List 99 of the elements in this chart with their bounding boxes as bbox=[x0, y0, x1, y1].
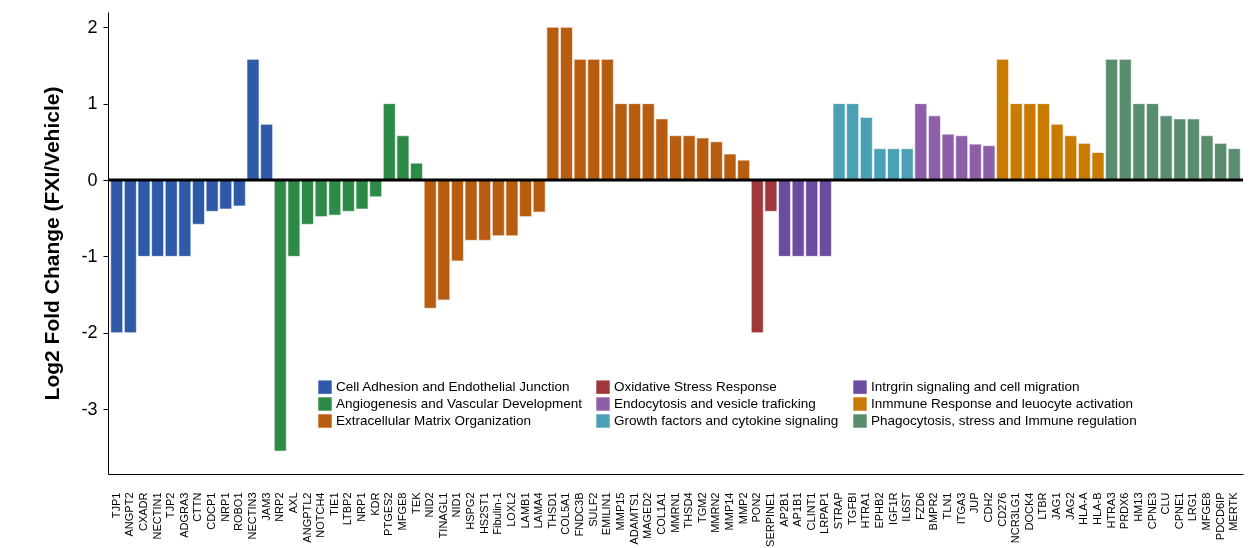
x-tick-label: COL5A1 bbox=[559, 492, 572, 535]
x-tick-label: TLN1 bbox=[941, 492, 954, 520]
x-tick-label: FZD6 bbox=[913, 492, 926, 520]
x-tick-label: PON2 bbox=[750, 492, 763, 523]
x-tick-label: LAMB1 bbox=[518, 492, 531, 529]
x-tick-label: NECTIN1 bbox=[150, 492, 163, 540]
legend-label: Growth factors and cytokine signaling bbox=[614, 413, 839, 428]
x-tick-label: NRP2 bbox=[273, 492, 286, 522]
x-tick-label: JAM3 bbox=[259, 492, 272, 521]
x-tick-label: CPNE3 bbox=[1145, 492, 1158, 530]
x-tick-label: LOXL2 bbox=[504, 492, 517, 527]
x-tick-label: HS2ST1 bbox=[477, 492, 490, 535]
x-tick-label: LTBP2 bbox=[341, 492, 354, 526]
x-tick-label: ADGRA3 bbox=[177, 492, 190, 538]
x-tick-label: TJP1 bbox=[109, 492, 122, 519]
x-tick-label: DOCK4 bbox=[1022, 492, 1035, 531]
legend-label: Angiogenesis and Vascular Development bbox=[336, 396, 583, 411]
x-tick-label: MAGED2 bbox=[641, 492, 654, 539]
x-tick-label: JAG1 bbox=[1050, 492, 1063, 521]
x-tick-label: EMILIN1 bbox=[600, 492, 613, 536]
x-tick-label: CDH2 bbox=[981, 492, 994, 523]
y-tick-label: 2 bbox=[87, 16, 98, 37]
x-tick-label: LTBR bbox=[1036, 492, 1049, 520]
x-tick-label: NCR3LG1 bbox=[1009, 492, 1022, 544]
legend-label: Extracellular Matrix Organization bbox=[336, 413, 532, 428]
x-tick-label: TINAGL1 bbox=[436, 492, 449, 539]
x-tick-label: Fibulin-1 bbox=[491, 492, 504, 535]
x-tick-label: PDCD6IP bbox=[1213, 492, 1226, 541]
x-tick-label: HTRA1 bbox=[859, 492, 872, 529]
x-tick-label: SERPINE1 bbox=[763, 492, 776, 547]
x-tick-label: TJP2 bbox=[164, 492, 177, 519]
x-tick-label: LRG1 bbox=[1186, 492, 1199, 522]
x-tick-label: EPHB2 bbox=[872, 492, 885, 529]
y-axis-title: Log2 Fold Change (FXI/Vehicle) bbox=[40, 86, 64, 401]
x-tick-label: COL1A1 bbox=[654, 492, 667, 535]
x-tick-label: JAG2 bbox=[1063, 492, 1076, 521]
x-tick-label: MMRN2 bbox=[709, 492, 722, 533]
x-tick-label: TIE1 bbox=[327, 492, 340, 516]
x-tick-label: IGF1R bbox=[886, 492, 899, 525]
x-tick-label: CLINT1 bbox=[804, 492, 817, 531]
x-tick-label: HLA-B bbox=[1090, 492, 1103, 525]
x-tick-label: CTTN bbox=[191, 492, 204, 522]
x-tick-label: MMRN1 bbox=[668, 492, 681, 533]
x-tick-label: NRP1 bbox=[218, 492, 231, 522]
x-tick-label: THSD4 bbox=[682, 492, 695, 529]
x-tick-label: PTGES2 bbox=[382, 492, 395, 536]
y-tick-label: -2 bbox=[81, 322, 98, 343]
legend-label: Oxidative Stress Response bbox=[614, 379, 777, 395]
x-tick-label: IL6ST bbox=[900, 492, 913, 522]
legend-label: Endocytosis and vesicle traficking bbox=[614, 396, 816, 411]
x-tick-label: MERTK bbox=[1227, 491, 1240, 531]
x-tick-label: CLU bbox=[1159, 492, 1172, 515]
x-tick-label: MMP2 bbox=[736, 492, 749, 525]
x-tick-label: MFGE8 bbox=[1200, 492, 1213, 531]
x-tick-label: CDCP1 bbox=[205, 492, 218, 530]
x-tick-label: NRP1 bbox=[355, 492, 368, 522]
x-tick-label: HSPG2 bbox=[464, 492, 477, 530]
x-tick-label: SULF2 bbox=[586, 492, 599, 527]
x-tick-label: JUP bbox=[968, 492, 981, 514]
y-tick-label: -3 bbox=[81, 398, 98, 419]
legend-label: Inmmune Response and leuocyte activation bbox=[871, 396, 1133, 411]
x-tick-label: ITGA3 bbox=[954, 492, 967, 525]
x-tick-label: TGFBI bbox=[845, 492, 858, 525]
legend-label: Cell Adhesion and Endothelial Junction bbox=[336, 379, 570, 395]
x-tick-label: HM13 bbox=[1131, 492, 1144, 522]
x-tick-label: AP2B1 bbox=[777, 492, 790, 527]
x-tick-label: MFGE8 bbox=[395, 492, 408, 531]
x-tick-label: HTRA3 bbox=[1104, 492, 1117, 529]
x-tick-label: MMP14 bbox=[723, 492, 736, 531]
x-tick-label: KDR bbox=[368, 492, 381, 516]
x-tick-label: MMP15 bbox=[613, 492, 626, 531]
x-tick-label: AP1B1 bbox=[791, 492, 804, 527]
x-tick-label: TGM2 bbox=[695, 492, 708, 524]
x-tick-label: ANGPTL2 bbox=[300, 492, 313, 543]
x-tick-label: ROBO1 bbox=[232, 492, 245, 532]
y-tick-label: -1 bbox=[81, 245, 98, 266]
x-tick-label: NID1 bbox=[450, 492, 463, 518]
x-tick-label: NOTCH4 bbox=[314, 492, 327, 538]
x-tick-label: CXADR bbox=[136, 492, 149, 532]
x-tick-label: CD276 bbox=[995, 492, 1008, 527]
legend-label: Phagocytosis, stress and Immune regulation bbox=[871, 413, 1137, 428]
y-tick-label: 0 bbox=[87, 169, 98, 190]
x-tick-label: CPNE1 bbox=[1172, 492, 1185, 530]
x-tick-label: HLA-A bbox=[1077, 491, 1090, 525]
x-tick-label: FNDC3B bbox=[573, 492, 586, 537]
x-tick-label: ANGPT2 bbox=[123, 492, 136, 537]
x-tick-label: STRAP bbox=[832, 492, 845, 530]
x-tick-label: THSD1 bbox=[545, 492, 558, 529]
x-tick-label: AXL bbox=[286, 492, 299, 514]
x-tick-label: PRDX6 bbox=[1118, 492, 1131, 530]
x-tick-label: LAMA4 bbox=[532, 492, 545, 529]
x-tick-label: ADAMTS1 bbox=[627, 492, 640, 545]
y-tick-label: 1 bbox=[87, 93, 98, 114]
x-tick-label: NID2 bbox=[423, 492, 436, 518]
x-tick-label: BMPR2 bbox=[927, 492, 940, 531]
x-tick-label: TEK bbox=[409, 491, 422, 514]
legend-label: Intrgrin signaling and cell migration bbox=[871, 379, 1080, 395]
x-tick-label: NECTIN3 bbox=[246, 492, 259, 540]
x-tick-label: LRPAP1 bbox=[818, 492, 831, 534]
